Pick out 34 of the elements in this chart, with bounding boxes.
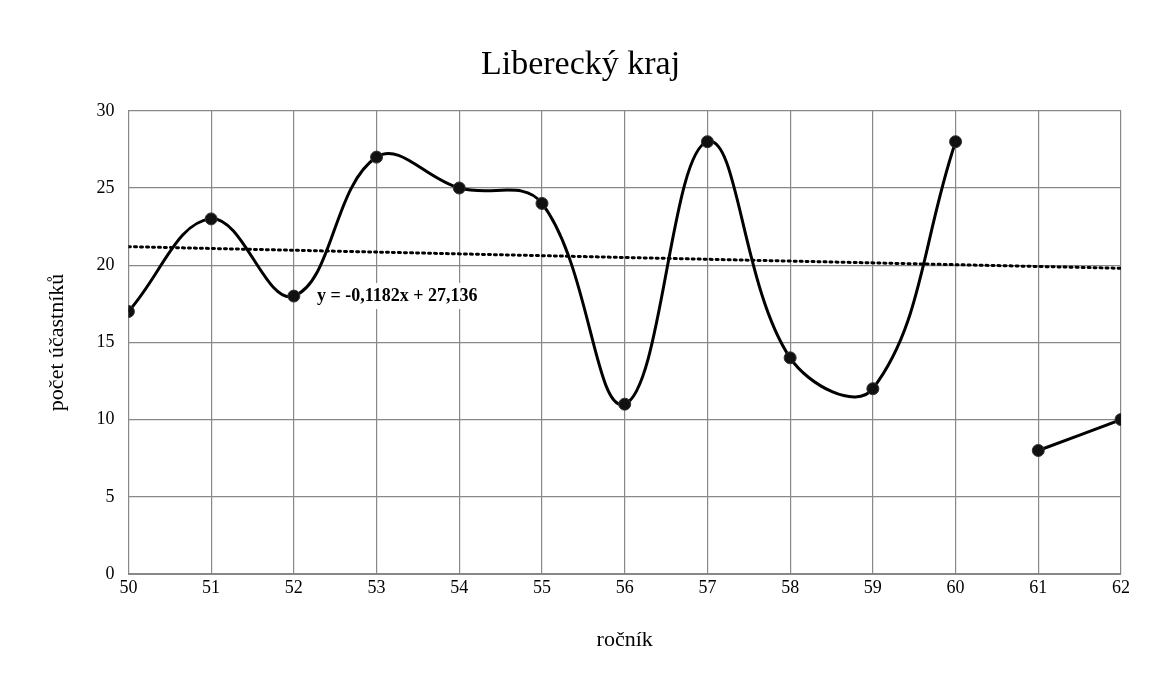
- point: [204, 212, 218, 226]
- point: [535, 196, 549, 210]
- y-tick-label: 30: [96, 99, 115, 120]
- y-tick-label: 20: [96, 253, 115, 274]
- y-tick-label: 0: [105, 562, 115, 583]
- point: [949, 135, 963, 149]
- point: [618, 397, 632, 411]
- y-tick-label: 5: [105, 485, 115, 506]
- x-tick-label: 50: [119, 576, 138, 597]
- x-axis-title: ročník: [596, 625, 653, 651]
- x-tick-label: 53: [367, 576, 386, 597]
- x-tick-label: 52: [284, 576, 303, 597]
- x-tick-label: 62: [1112, 576, 1130, 597]
- x-tick-label: 61: [1029, 576, 1048, 597]
- point: [452, 181, 466, 195]
- y-tick-label: 25: [96, 176, 115, 197]
- x-tick-label: 54: [450, 576, 469, 597]
- y-axis-title: počet účastníků: [42, 273, 68, 412]
- x-tick-label: 58: [781, 576, 800, 597]
- point: [287, 289, 301, 303]
- chart-title: Liberecký kraj: [480, 44, 681, 82]
- y-tick-label: 15: [96, 331, 115, 352]
- x-tick-label: 55: [532, 576, 551, 597]
- x-tick-label: 51: [202, 576, 221, 597]
- point: [700, 135, 714, 149]
- y-tick-label: 10: [96, 408, 115, 429]
- x-tick-label: 57: [698, 576, 717, 597]
- point: [866, 382, 880, 396]
- x-tick-label: 60: [946, 576, 965, 597]
- point: [370, 150, 384, 164]
- x-tick-label: 59: [863, 576, 882, 597]
- x-tick-label: 56: [615, 576, 634, 597]
- annotation: y = -0,1182x + 27,136: [316, 284, 478, 305]
- point: [783, 351, 797, 365]
